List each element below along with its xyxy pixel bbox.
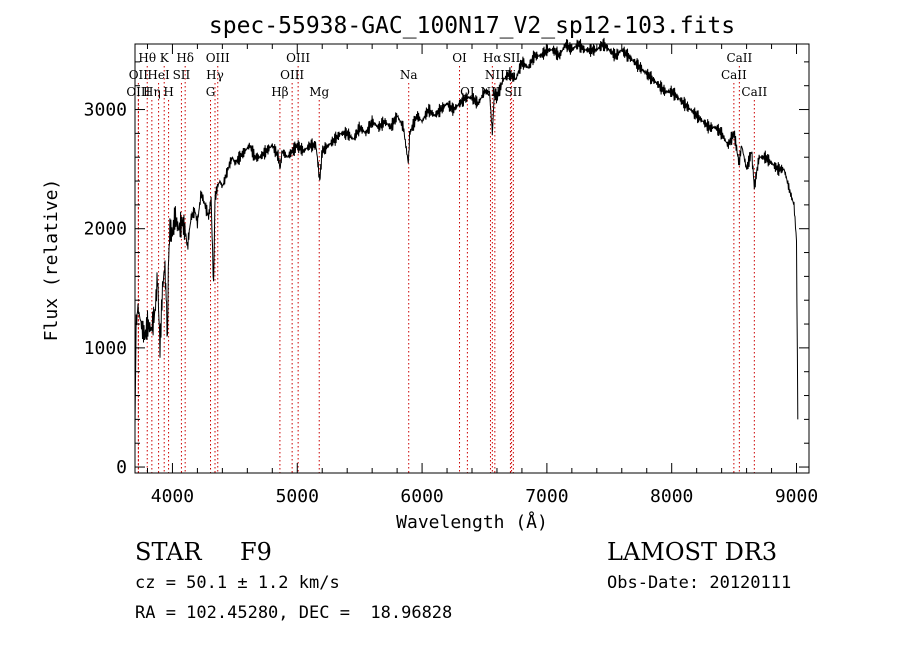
chart-title: spec-55938-GAC_100N17_V2_sp12-103.fits xyxy=(209,13,735,39)
y-axis-label: Flux (relative) xyxy=(41,179,62,342)
line-label-0: Hθ xyxy=(138,51,156,65)
y-tick-label-1: 1000 xyxy=(84,338,127,359)
survey-name: LAMOST DR3 xyxy=(607,538,778,566)
axes: 4000 5000 6000 7000 8000 9000 0 1000 2000 3000 xyxy=(84,43,818,507)
line-label-23: Mg xyxy=(309,85,329,99)
line-label-10: HeI xyxy=(147,68,170,82)
x-tick-label-3: 7000 xyxy=(525,486,568,507)
line-label-7: SII xyxy=(503,51,521,65)
x-tick-label-1: 5000 xyxy=(276,486,319,507)
y-tick-label-2: 2000 xyxy=(84,219,127,240)
line-label-2: Hδ xyxy=(176,51,194,65)
line-label-1: K xyxy=(160,51,170,65)
line-label-18: OIII xyxy=(126,85,150,99)
line-label-21: G xyxy=(206,85,216,99)
line-label-9: OII xyxy=(129,68,149,82)
line-label-12: Hγ xyxy=(206,68,224,82)
x-tick-label-2: 6000 xyxy=(400,486,443,507)
line-label-8: CaII xyxy=(726,51,752,65)
line-label-22: Hβ xyxy=(271,85,288,99)
y-tick-label-0: 0 xyxy=(116,457,127,478)
plot-frame xyxy=(134,43,810,474)
y-tick-label-3: 3000 xyxy=(84,100,127,121)
coordinates-readout: RA = 102.45280, DEC = 18.96828 xyxy=(135,603,453,623)
line-label-11: SII xyxy=(173,68,191,82)
line-label-5: OI xyxy=(452,51,467,65)
line-label-15: NII xyxy=(485,68,505,82)
line-label-27: CaII xyxy=(741,85,767,99)
spectrum-series xyxy=(134,37,799,427)
line-label-20: H xyxy=(163,85,173,99)
line-label-14: Na xyxy=(400,68,418,82)
line-label-26: SII xyxy=(504,85,522,99)
redshift-readout: cz = 50.1 ± 1.2 km/s xyxy=(135,573,340,593)
object-class: STAR xyxy=(135,538,202,566)
line-label-19: Hη xyxy=(143,85,161,99)
spectrum-line xyxy=(134,37,799,427)
spectral-subclass: F9 xyxy=(240,538,272,566)
line-label-3: OIII xyxy=(206,51,230,65)
x-tick-label-4: 8000 xyxy=(650,486,693,507)
line-label-6: Hα xyxy=(483,51,502,65)
line-label-17: CaII xyxy=(721,68,747,82)
line-label-4: OIII xyxy=(286,51,310,65)
line-label-13: OIII xyxy=(280,68,304,82)
x-tick-label-0: 4000 xyxy=(151,486,194,507)
observation-date: Obs-Date: 20120111 xyxy=(607,573,792,593)
x-axis-label: Wavelength (Å) xyxy=(396,511,548,533)
x-tick-label-5: 9000 xyxy=(775,486,818,507)
